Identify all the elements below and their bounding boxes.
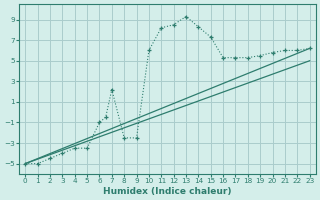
- X-axis label: Humidex (Indice chaleur): Humidex (Indice chaleur): [103, 187, 232, 196]
